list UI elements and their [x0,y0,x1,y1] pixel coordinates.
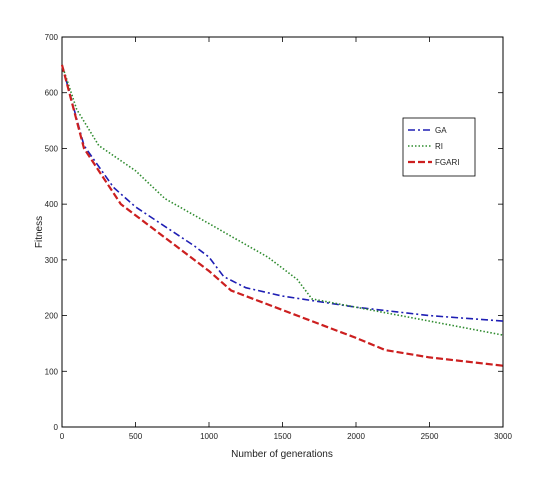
x-tick-label: 2500 [421,432,439,441]
axis-ticks: 0 500 1000 1500 2000 2500 3000 0 100 200 300 400 500… [45,33,513,441]
x-tick-label: 0 [60,432,65,441]
x-tick-label: 2000 [347,432,365,441]
legend-label-fgari: FGARI [435,158,459,167]
y-tick-label: 500 [45,144,59,153]
y-tick-label: 300 [45,256,59,265]
y-axis-label: Fitness [34,216,45,248]
legend-label-ga: GA [435,126,447,135]
x-tick-label: 1500 [274,432,292,441]
series-lines [60,64,504,367]
x-tick-label: 3000 [494,432,512,441]
plot-area [61,36,504,428]
series-line-fgari [60,64,504,367]
y-tick-label: 600 [45,89,59,98]
y-tick-label: 100 [45,367,59,376]
x-tick-label: 500 [129,432,143,441]
legend-box [402,117,476,177]
legend: GA RI FGARI [402,117,476,177]
legend-label-ri: RI [435,142,443,151]
y-tick-label: 200 [45,312,59,321]
y-tick-label: 700 [45,33,59,42]
y-tick-label: 400 [45,200,59,209]
x-axis-label: Number of generations [231,449,333,460]
y-tick-label: 0 [54,423,59,432]
x-tick-label: 1000 [200,432,218,441]
